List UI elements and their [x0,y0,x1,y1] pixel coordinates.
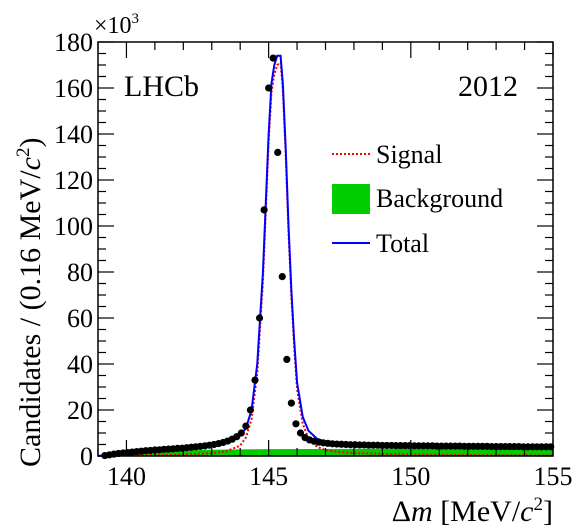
data-point-layer [101,54,555,460]
y-tick-label: 60 [67,304,93,333]
data-point [287,399,295,407]
data-point [296,429,305,437]
y-tick-label: 0 [80,442,93,471]
x-axis-label: Δm [MeV/c2] [392,494,553,528]
y-tick-label: 140 [54,120,93,149]
y-tick-label: 80 [67,258,93,287]
x-tick-label: 150 [391,462,430,491]
legend-background-swatch [332,184,370,214]
legend-background-label: Background [376,184,503,213]
data-point [274,148,282,156]
y-tick-label: 20 [67,396,93,425]
axes-layer: 140 145 150 155 0 20 40 60 80 100 120 140 160 180 [54,28,573,491]
data-point [246,406,255,414]
y-tick-label: 100 [54,212,93,241]
y-tick-label: 40 [67,350,93,379]
data-point [269,54,277,62]
y-multiplier: ×103 [94,11,139,39]
data-point [260,206,268,214]
data-point [237,429,245,437]
legend-signal-label: Signal [376,140,442,169]
total-curve [97,54,554,457]
experiment-label: LHCb [124,70,199,103]
legend-item-signal: Signal [332,140,442,169]
y-tick-label: 120 [54,166,93,195]
plot-frame [97,41,554,457]
data-point [255,314,264,322]
data-point [283,355,291,363]
y-axis-label: Candidates / (0.16 MeV/c2) [13,138,47,467]
x-tick-label: 155 [534,462,573,491]
year-label: 2012 [458,70,518,103]
legend-item-background: Background [332,184,503,214]
data-point [251,376,259,384]
data-point [292,420,300,428]
x-tick-label: 140 [107,462,146,491]
legend: Signal Background Total [332,140,503,258]
legend-total-label: Total [376,229,429,258]
curve-layer [97,54,554,457]
x-tick-label: 145 [249,462,288,491]
data-point [242,422,250,430]
data-point [265,84,273,92]
legend-item-total: Total [332,229,429,258]
data-point [278,273,286,281]
y-tick-label: 160 [54,74,93,103]
y-tick-label: 180 [54,28,93,57]
signal-curve [97,60,554,457]
